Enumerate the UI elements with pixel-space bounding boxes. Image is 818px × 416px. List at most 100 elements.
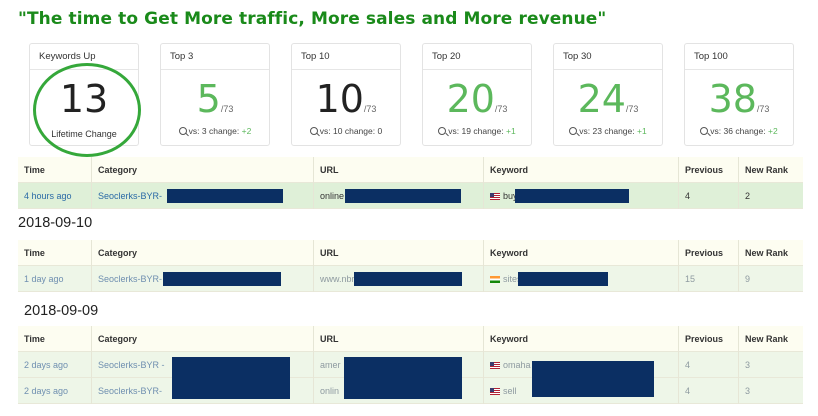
row-time[interactable]: 1 day ago bbox=[24, 274, 64, 284]
search-icon bbox=[309, 127, 318, 135]
card-change: +2 bbox=[767, 126, 778, 136]
column-time: Time bbox=[24, 334, 45, 344]
card-vs: vs: 36 bbox=[710, 126, 733, 136]
ranking-table-2018-09-09: Time Category URL Keyword Previous New R… bbox=[18, 326, 803, 404]
table-row[interactable]: 1 day ago Seoclerks-BYR- www.nbr sites 1… bbox=[18, 266, 803, 292]
card-top-100: Top 100 38/73 vs: 36 change: +2 bbox=[684, 43, 794, 146]
row-category[interactable]: Seoclerks-BYR- bbox=[91, 183, 313, 209]
column-category: Category bbox=[91, 157, 313, 183]
redaction-block bbox=[163, 272, 281, 286]
row-keyword-text: buy bbox=[503, 191, 518, 201]
highlight-circle bbox=[33, 63, 141, 157]
india-flag-icon bbox=[490, 276, 500, 283]
table-header: Time Category URL Keyword Previous New R… bbox=[18, 240, 803, 266]
table-row[interactable]: 4 hours ago Seoclerks-BYR- online buy 4 … bbox=[18, 183, 803, 209]
card-change: +2 bbox=[241, 126, 252, 136]
card-vs: vs: 23 bbox=[579, 126, 602, 136]
column-url: URL bbox=[313, 157, 483, 183]
row-new-rank: 3 bbox=[738, 352, 803, 378]
column-time: Time bbox=[24, 165, 45, 175]
card-top-10: Top 10 10/73 vs: 10 change: 0 bbox=[291, 43, 401, 146]
row-category[interactable]: Seoclerks-BYR - bbox=[91, 352, 313, 378]
row-previous: 4 bbox=[678, 183, 738, 209]
card-title: Top 10 bbox=[292, 44, 400, 70]
card-title: Top 30 bbox=[554, 44, 662, 70]
redaction-block bbox=[532, 361, 654, 397]
card-vs: vs: 19 bbox=[448, 126, 471, 136]
search-icon bbox=[700, 127, 709, 135]
ranking-table-2018-09-10: Time Category URL Keyword Previous New R… bbox=[18, 240, 803, 292]
table-row[interactable]: 2 days ago Seoclerks-BYR- onlin sell 4 3 bbox=[18, 378, 803, 404]
us-flag-icon bbox=[490, 388, 500, 395]
card-change-label: change: bbox=[473, 126, 504, 136]
row-previous: 4 bbox=[678, 352, 738, 378]
column-keyword: Keyword bbox=[483, 326, 678, 352]
row-new-rank: 9 bbox=[738, 266, 803, 292]
redaction-block bbox=[344, 357, 462, 399]
row-keyword-text: omaha bbox=[503, 360, 531, 370]
row-keyword: sites bbox=[483, 266, 678, 292]
card-value: 24 bbox=[577, 77, 626, 121]
card-denominator: /73 bbox=[625, 104, 639, 114]
headline: "The time to Get More traffic, More sale… bbox=[18, 9, 607, 29]
card-change: +1 bbox=[505, 126, 516, 136]
column-category: Category bbox=[91, 240, 313, 266]
row-time[interactable]: 4 hours ago bbox=[24, 191, 72, 201]
card-title: Top 100 bbox=[685, 44, 793, 70]
card-top-20: Top 20 20/73 vs: 19 change: +1 bbox=[422, 43, 532, 146]
row-keyword: omaha bbox=[483, 352, 678, 378]
us-flag-icon bbox=[490, 362, 500, 369]
card-change: +1 bbox=[636, 126, 647, 136]
column-previous: Previous bbox=[678, 326, 738, 352]
card-change: 0 bbox=[377, 126, 383, 136]
card-title: Top 20 bbox=[423, 44, 531, 70]
card-value: 20 bbox=[446, 77, 495, 121]
column-new-rank: New Rank bbox=[738, 326, 803, 352]
row-category[interactable]: Seoclerks-BYR- bbox=[91, 266, 313, 292]
card-change-label: change: bbox=[735, 126, 766, 136]
column-keyword: Keyword bbox=[483, 240, 678, 266]
table-header: Time Category URL Keyword Previous New R… bbox=[18, 326, 803, 352]
row-previous: 15 bbox=[678, 266, 738, 292]
row-keyword: sell bbox=[483, 378, 678, 404]
card-value: 5 bbox=[196, 77, 221, 121]
column-new-rank: New Rank bbox=[738, 240, 803, 266]
card-denominator: /73 bbox=[756, 104, 770, 114]
column-previous: Previous bbox=[678, 157, 738, 183]
search-icon bbox=[438, 127, 447, 135]
redaction-block bbox=[518, 272, 608, 286]
row-category[interactable]: Seoclerks-BYR- bbox=[91, 378, 313, 404]
card-change-label: change: bbox=[604, 126, 635, 136]
card-value: 10 bbox=[315, 77, 364, 121]
card-denominator: /73 bbox=[220, 104, 234, 114]
redaction-block bbox=[354, 272, 462, 286]
column-category: Category bbox=[91, 326, 313, 352]
search-icon bbox=[569, 127, 578, 135]
column-time: Time bbox=[24, 248, 45, 258]
row-new-rank: 2 bbox=[738, 183, 803, 209]
card-value: 38 bbox=[708, 77, 757, 121]
column-url: URL bbox=[313, 240, 483, 266]
card-vs: vs: 10 bbox=[319, 126, 343, 136]
us-flag-icon bbox=[490, 193, 500, 200]
row-new-rank: 3 bbox=[738, 378, 803, 404]
column-keyword: Keyword bbox=[483, 157, 678, 183]
row-time[interactable]: 2 days ago bbox=[24, 360, 69, 370]
row-previous: 4 bbox=[678, 378, 738, 404]
column-previous: Previous bbox=[678, 240, 738, 266]
card-top-30: Top 30 24/73 vs: 23 change: +1 bbox=[553, 43, 663, 146]
row-time[interactable]: 2 days ago bbox=[24, 386, 69, 396]
row-url: amer bbox=[313, 352, 483, 378]
ranking-table-recent: Time Category URL Keyword Previous New R… bbox=[18, 157, 803, 209]
redaction-block bbox=[515, 189, 629, 203]
card-title: Top 3 bbox=[161, 44, 269, 70]
card-top-3: Top 3 5/73 vs: 3 change: +2 bbox=[160, 43, 270, 146]
search-icon bbox=[178, 127, 187, 135]
redaction-block bbox=[172, 357, 290, 399]
row-url: www.nbr bbox=[313, 266, 483, 292]
redaction-block bbox=[167, 189, 283, 203]
column-url: URL bbox=[313, 326, 483, 352]
date-heading: 2018-09-09 bbox=[24, 303, 99, 319]
row-keyword-text: sell bbox=[503, 386, 517, 396]
row-keyword: buy bbox=[483, 183, 678, 209]
